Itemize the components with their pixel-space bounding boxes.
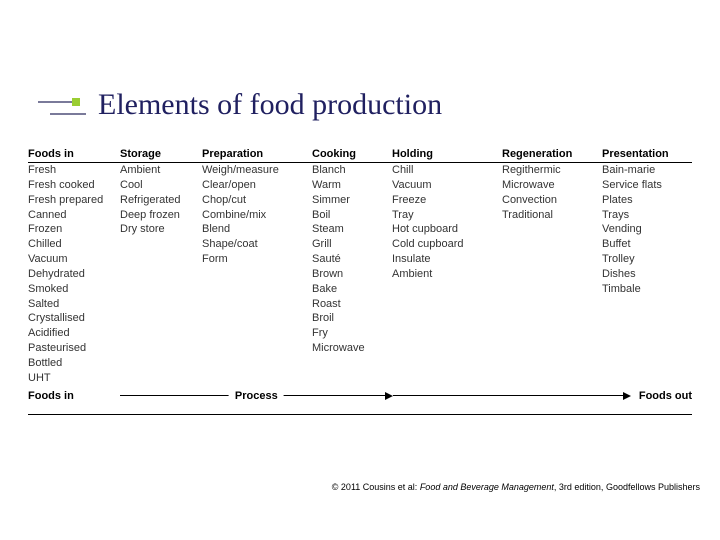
table-cell: Sauté [312, 252, 388, 267]
table-cell: Weigh/measure [202, 163, 308, 178]
table-header-row: Foods in Storage Preparation Cooking Hol… [28, 148, 692, 163]
table-cell: Fresh prepared [28, 193, 116, 208]
table-cell: Blend [202, 222, 308, 237]
table-cell: Steam [312, 222, 388, 237]
col-header-storage: Storage [120, 148, 202, 160]
table-cell: Dehydrated [28, 267, 116, 282]
table-cell: Form [202, 252, 308, 267]
col-data-holding: ChillVacuumFreezeTrayHot cupboardCold cu… [392, 163, 502, 386]
food-production-table: Foods in Storage Preparation Cooking Hol… [28, 148, 692, 415]
table-cell: Chill [392, 163, 498, 178]
table-cell: Bain-marie [602, 163, 688, 178]
table-cell: Ambient [120, 163, 198, 178]
table-cell: Smoked [28, 282, 116, 297]
axis-label-center: Process [229, 390, 284, 402]
table-cell: Warm [312, 178, 388, 193]
slide-title: Elements of food production [98, 88, 442, 122]
table-cell: Regithermic [502, 163, 598, 178]
table-cell: Insulate [392, 252, 498, 267]
table-cell: Fresh [28, 163, 116, 178]
axis-arrow-right [393, 389, 631, 403]
col-header-cooking: Cooking [312, 148, 392, 160]
table-cell: Combine/mix [202, 208, 308, 223]
col-header-holding: Holding [392, 148, 502, 160]
table-cell: Blanch [312, 163, 388, 178]
table-cell: Vacuum [392, 178, 498, 193]
credit-prefix: © 2011 Cousins et al: [332, 482, 420, 492]
arrow-right-icon [385, 392, 393, 400]
credit-title: Food and Beverage Management [420, 482, 554, 492]
table-cell: Crystallised [28, 311, 116, 326]
table-cell: Refrigerated [120, 193, 198, 208]
table-cell: Freeze [392, 193, 498, 208]
table-cell: Cold cupboard [392, 237, 498, 252]
table-cell: Dry store [120, 222, 198, 237]
axis-label-left: Foods in [28, 390, 120, 402]
table-cell: Ambient [392, 267, 498, 282]
table-cell: Pasteurised [28, 341, 116, 356]
table-cell: Vending [602, 222, 688, 237]
table-cell: Convection [502, 193, 598, 208]
col-header-preparation: Preparation [202, 148, 312, 160]
col-data-cooking: BlanchWarmSimmerBoilSteamGrillSautéBrown… [312, 163, 392, 386]
process-axis: Foods in Process Foods out [28, 386, 692, 406]
col-data-preparation: Weigh/measureClear/openChop/cutCombine/m… [202, 163, 312, 386]
table-cell: Vacuum [28, 252, 116, 267]
slide-title-block: Elements of food production [38, 88, 442, 122]
axis-label-right: Foods out [631, 390, 692, 402]
table-cell: Bake [312, 282, 388, 297]
col-data-storage: AmbientCoolRefrigeratedDeep frozenDry st… [120, 163, 202, 386]
col-data-regeneration: RegithermicMicrowaveConvectionTraditiona… [502, 163, 602, 386]
table-cell: Chop/cut [202, 193, 308, 208]
table-cell: Microwave [312, 341, 388, 356]
table-cell: Grill [312, 237, 388, 252]
axis-arrow-left: Process [120, 389, 393, 403]
table-cell: Fresh cooked [28, 178, 116, 193]
table-cell: Trolley [602, 252, 688, 267]
table-cell: Boil [312, 208, 388, 223]
col-data-foods-in: FreshFresh cookedFresh preparedCannedFro… [28, 163, 120, 386]
credit-suffix: , 3rd edition, Goodfellows Publishers [554, 482, 700, 492]
table-cell: UHT [28, 371, 116, 386]
table-cell: Shape/coat [202, 237, 308, 252]
table-cell: Bottled [28, 356, 116, 371]
table-cell: Trays [602, 208, 688, 223]
table-cell: Dishes [602, 267, 688, 282]
table-cell: Traditional [502, 208, 598, 223]
table-cell: Frozen [28, 222, 116, 237]
table-cell: Brown [312, 267, 388, 282]
table-cell: Plates [602, 193, 688, 208]
copyright-credit: © 2011 Cousins et al: Food and Beverage … [332, 482, 700, 492]
table-data-row: FreshFresh cookedFresh preparedCannedFro… [28, 163, 692, 386]
table-cell: Roast [312, 297, 388, 312]
table-cell: Fry [312, 326, 388, 341]
col-data-presentation: Bain-marieService flatsPlatesTraysVendin… [602, 163, 692, 386]
table-cell: Microwave [502, 178, 598, 193]
table-cell: Cool [120, 178, 198, 193]
table-cell: Clear/open [202, 178, 308, 193]
table-cell: Broil [312, 311, 388, 326]
table-cell: Simmer [312, 193, 388, 208]
table-cell: Deep frozen [120, 208, 198, 223]
bottom-rule [28, 414, 692, 415]
table-cell: Buffet [602, 237, 688, 252]
table-cell: Tray [392, 208, 498, 223]
table-cell: Service flats [602, 178, 688, 193]
table-cell: Timbale [602, 282, 688, 297]
col-header-presentation: Presentation [602, 148, 692, 160]
table-cell: Chilled [28, 237, 116, 252]
table-cell: Hot cupboard [392, 222, 498, 237]
table-cell: Acidified [28, 326, 116, 341]
arrow-right-icon [623, 392, 631, 400]
table-cell: Salted [28, 297, 116, 312]
col-header-foods-in: Foods in [28, 148, 120, 160]
table-cell: Canned [28, 208, 116, 223]
title-bullet-icon [38, 90, 86, 120]
col-header-regeneration: Regeneration [502, 148, 602, 160]
axis-line [393, 395, 623, 396]
